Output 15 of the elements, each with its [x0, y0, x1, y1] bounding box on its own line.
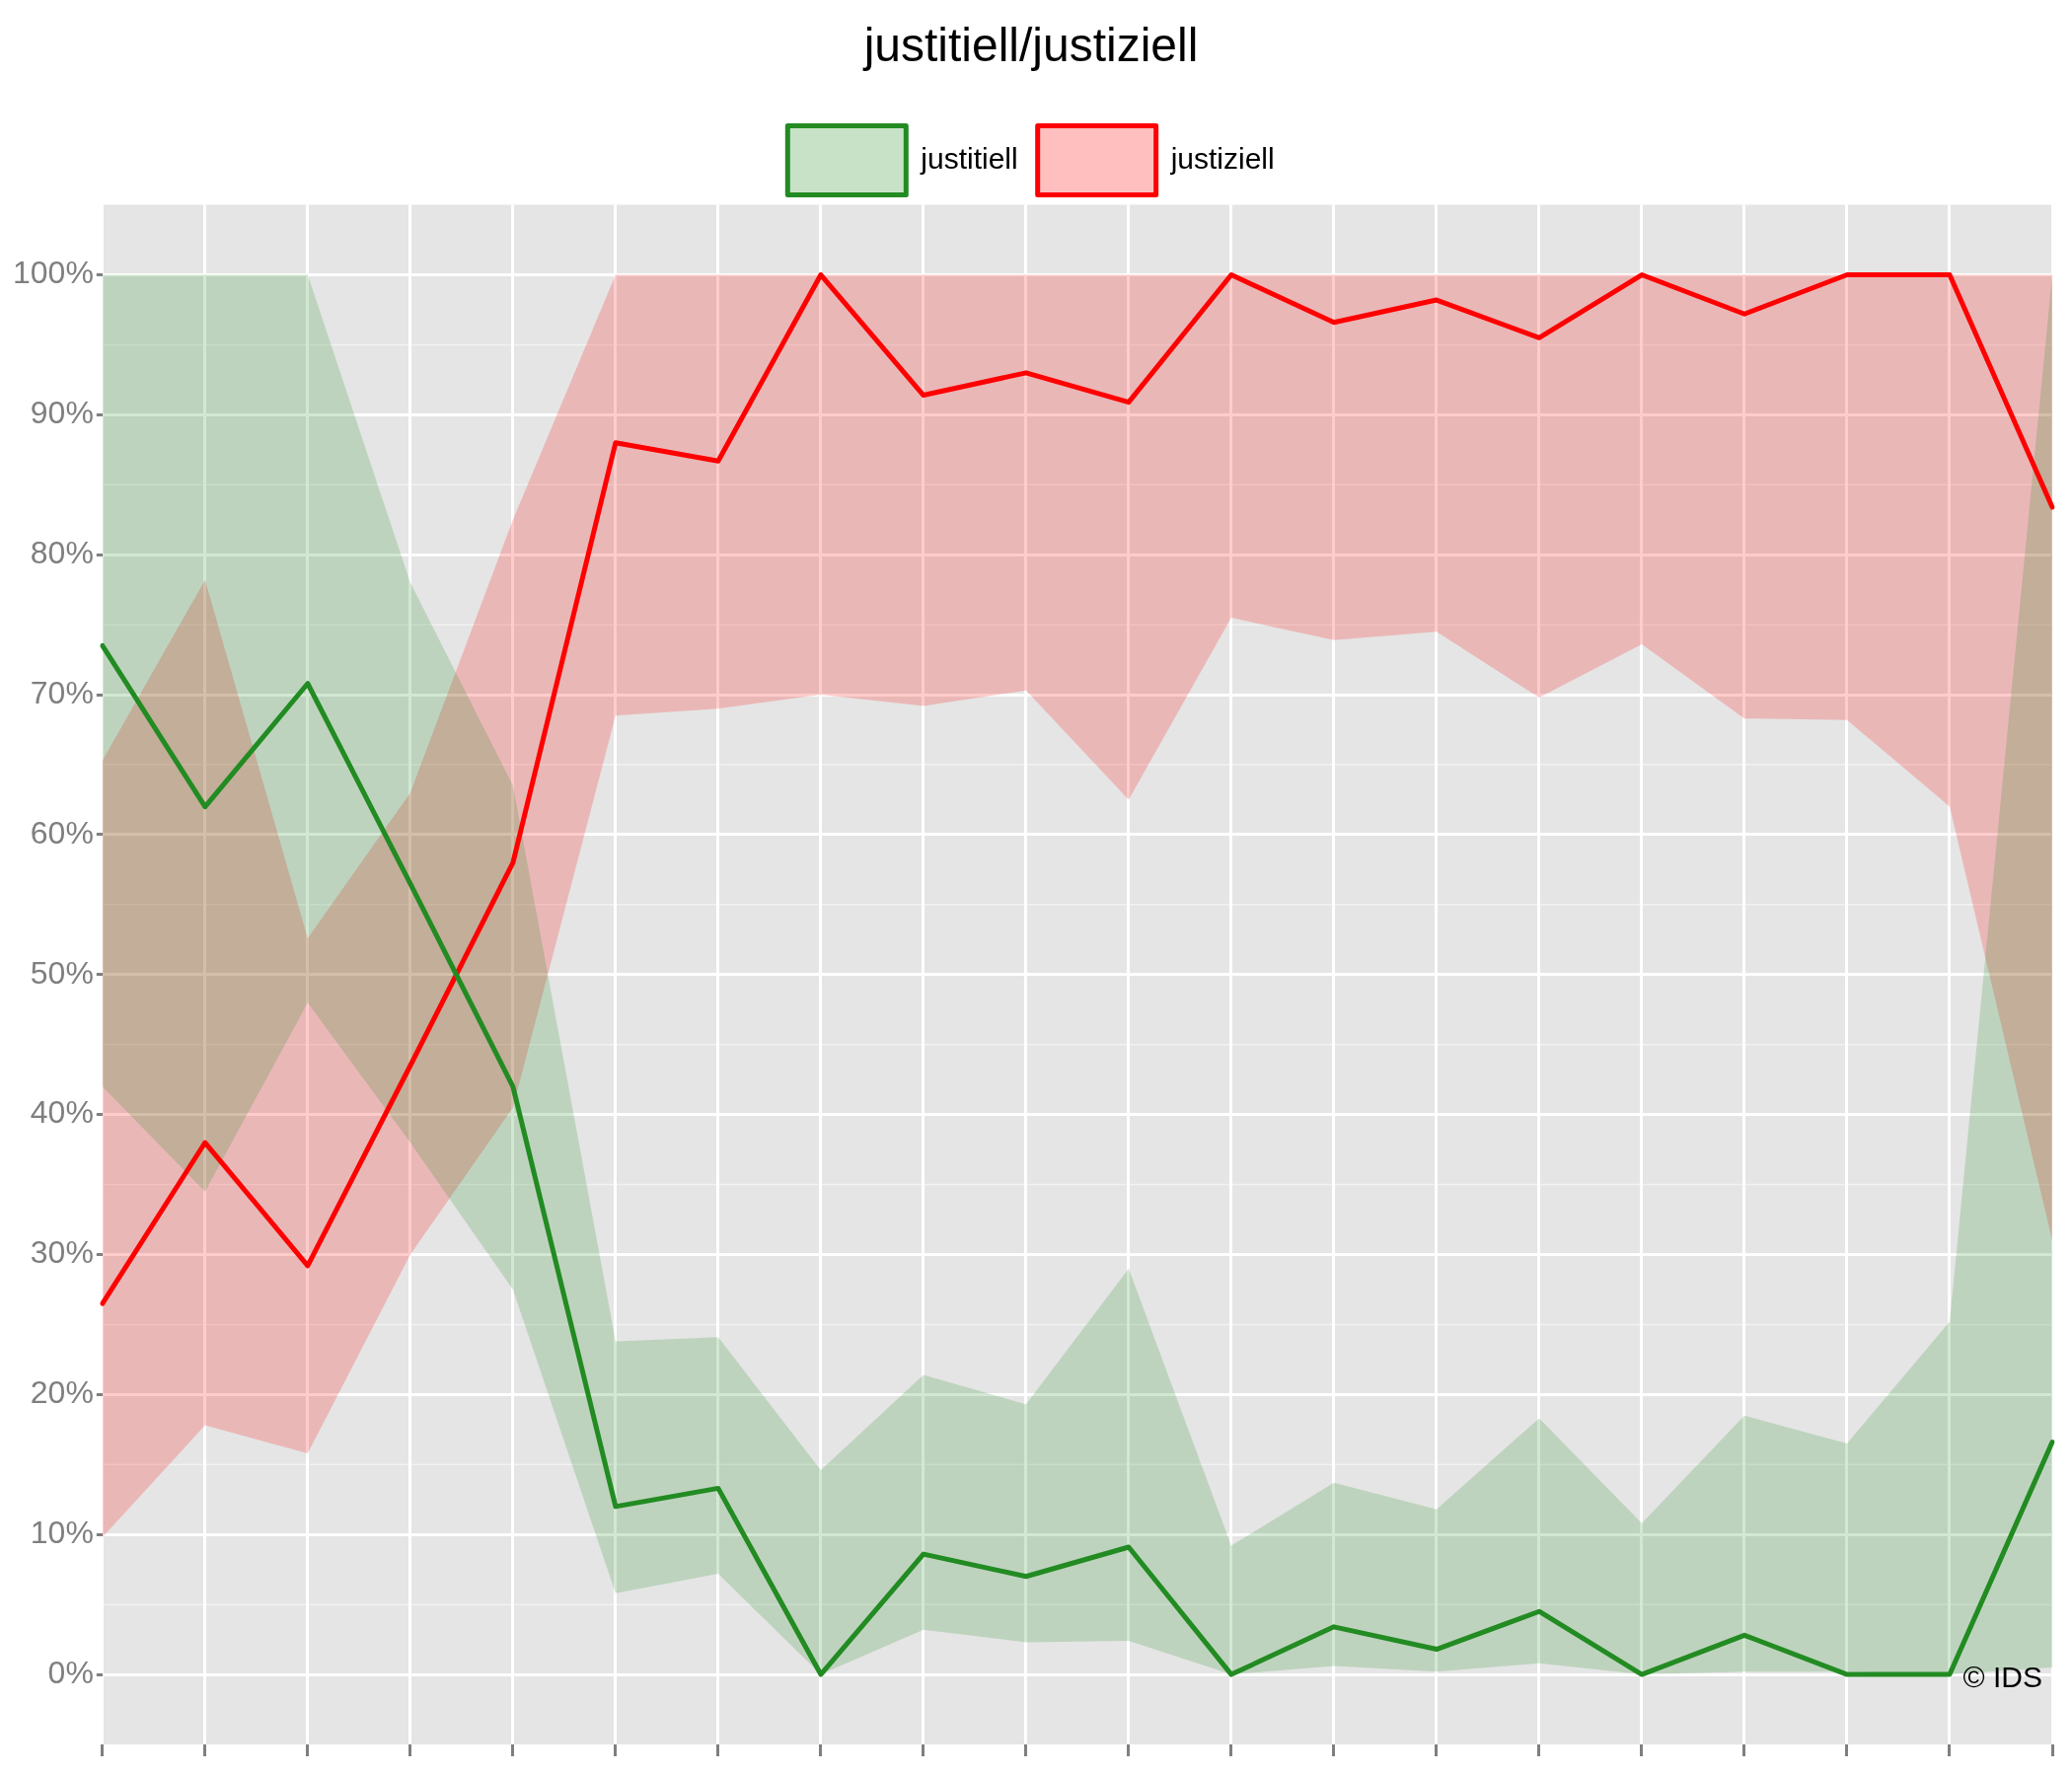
y-tick-label: 30% — [30, 1234, 94, 1271]
legend-label: justiziell — [1169, 141, 1275, 175]
y-tick-label: 70% — [30, 674, 94, 710]
chart-title: justitiell/justiziell — [861, 19, 1199, 72]
y-tick-label: 20% — [30, 1374, 94, 1411]
y-tick-label: 60% — [30, 814, 94, 851]
y-tick-label: 40% — [30, 1094, 94, 1131]
annotation: © IDS — [1962, 1661, 2042, 1694]
y-tick-label: 80% — [30, 535, 94, 571]
legend-label: justitiell — [920, 141, 1018, 175]
y-tick-label: 90% — [30, 395, 94, 431]
y-tick-label: 0% — [47, 1654, 94, 1690]
y-tick-label: 10% — [30, 1515, 94, 1551]
y-tick-label: 100% — [13, 255, 94, 291]
y-tick-label: 50% — [30, 954, 94, 991]
